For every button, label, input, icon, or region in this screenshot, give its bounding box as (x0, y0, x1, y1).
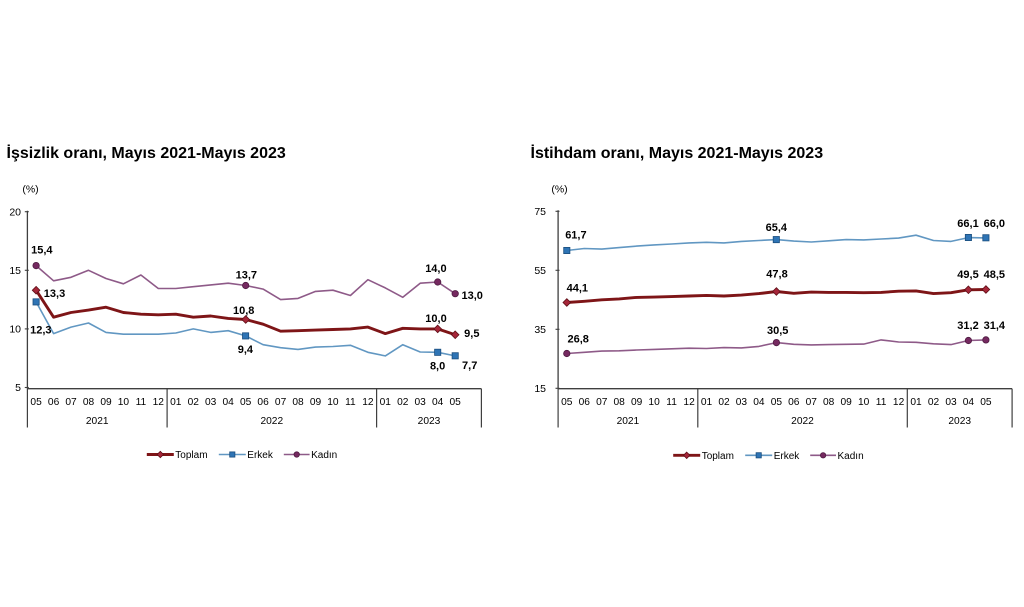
svg-text:05: 05 (450, 397, 462, 408)
svg-text:02: 02 (928, 397, 940, 408)
svg-text:10,8: 10,8 (233, 305, 254, 317)
svg-text:02: 02 (718, 397, 730, 408)
svg-text:03: 03 (205, 397, 217, 408)
svg-text:12: 12 (362, 397, 374, 408)
svg-text:Erkek: Erkek (774, 451, 801, 462)
svg-text:01: 01 (701, 397, 713, 408)
svg-text:01: 01 (910, 397, 922, 408)
svg-text:66,0: 66,0 (984, 218, 1005, 230)
svg-text:35: 35 (534, 324, 546, 336)
svg-text:12: 12 (153, 397, 165, 408)
svg-text:04: 04 (963, 397, 975, 408)
svg-text:2023: 2023 (418, 416, 441, 427)
svg-text:Erkek: Erkek (247, 450, 274, 461)
svg-text:İstihdam oranı, Mayıs 2021-May: İstihdam oranı, Mayıs 2021-Mayıs 2023 (531, 144, 824, 162)
svg-text:10: 10 (9, 324, 21, 336)
svg-text:10: 10 (327, 397, 339, 408)
svg-text:2022: 2022 (791, 416, 814, 427)
svg-text:Kadın: Kadın (838, 451, 864, 462)
svg-text:05: 05 (771, 397, 783, 408)
svg-text:11: 11 (345, 397, 356, 408)
svg-text:08: 08 (83, 397, 95, 408)
svg-text:2021: 2021 (86, 416, 109, 427)
svg-text:9,4: 9,4 (238, 344, 254, 356)
svg-text:7,7: 7,7 (462, 360, 477, 372)
svg-text:İşsizlik oranı, Mayıs 2021-May: İşsizlik oranı, Mayıs 2021-Mayıs 2023 (7, 144, 286, 162)
svg-text:31,2: 31,2 (957, 320, 978, 332)
svg-text:61,7: 61,7 (565, 230, 586, 242)
svg-text:12,3: 12,3 (30, 324, 51, 336)
svg-text:20: 20 (9, 206, 21, 218)
svg-text:07: 07 (275, 397, 287, 408)
svg-text:Toplam: Toplam (702, 451, 734, 462)
svg-text:05: 05 (30, 397, 42, 408)
svg-text:11: 11 (876, 397, 887, 408)
svg-text:(%): (%) (551, 184, 567, 196)
svg-text:01: 01 (380, 397, 392, 408)
svg-text:13,3: 13,3 (44, 288, 65, 300)
svg-text:65,4: 65,4 (766, 222, 788, 234)
svg-text:05: 05 (240, 397, 252, 408)
svg-text:03: 03 (736, 397, 748, 408)
svg-text:06: 06 (257, 397, 269, 408)
svg-text:06: 06 (579, 397, 591, 408)
svg-text:9,5: 9,5 (464, 328, 479, 340)
svg-text:02: 02 (188, 397, 200, 408)
svg-text:08: 08 (292, 397, 304, 408)
svg-text:03: 03 (415, 397, 427, 408)
svg-text:06: 06 (48, 397, 60, 408)
svg-text:03: 03 (945, 397, 957, 408)
svg-text:44,1: 44,1 (567, 282, 588, 294)
svg-text:15: 15 (534, 383, 546, 395)
svg-text:14,0: 14,0 (425, 263, 446, 275)
svg-text:31,4: 31,4 (984, 320, 1006, 332)
svg-text:06: 06 (788, 397, 800, 408)
svg-text:13,0: 13,0 (461, 290, 482, 302)
svg-text:13,7: 13,7 (236, 269, 257, 281)
svg-text:04: 04 (223, 397, 235, 408)
svg-text:2022: 2022 (260, 416, 283, 427)
svg-text:2021: 2021 (617, 416, 640, 427)
svg-text:02: 02 (397, 397, 409, 408)
svg-text:05: 05 (561, 397, 573, 408)
svg-text:12: 12 (893, 397, 905, 408)
svg-text:10: 10 (858, 397, 870, 408)
svg-text:07: 07 (596, 397, 608, 408)
svg-text:66,1: 66,1 (957, 218, 978, 230)
svg-text:04: 04 (753, 397, 765, 408)
svg-text:Kadın: Kadın (311, 450, 337, 461)
svg-text:01: 01 (170, 397, 182, 408)
svg-text:75: 75 (534, 206, 546, 218)
svg-text:10: 10 (648, 397, 660, 408)
svg-text:(%): (%) (22, 184, 38, 196)
svg-text:08: 08 (614, 397, 626, 408)
svg-text:11: 11 (136, 397, 147, 408)
svg-text:07: 07 (806, 397, 818, 408)
svg-text:48,5: 48,5 (984, 269, 1005, 281)
svg-text:08: 08 (823, 397, 835, 408)
svg-text:07: 07 (65, 397, 77, 408)
svg-text:09: 09 (841, 397, 853, 408)
svg-text:55: 55 (534, 265, 546, 277)
svg-text:26,8: 26,8 (567, 333, 588, 345)
svg-text:2023: 2023 (948, 416, 971, 427)
svg-text:5: 5 (15, 382, 21, 394)
svg-text:15,4: 15,4 (31, 244, 53, 256)
svg-text:12: 12 (683, 397, 695, 408)
svg-text:Toplam: Toplam (175, 450, 207, 461)
svg-text:04: 04 (432, 397, 444, 408)
svg-text:47,8: 47,8 (766, 268, 787, 280)
svg-text:11: 11 (666, 397, 677, 408)
svg-text:09: 09 (100, 397, 112, 408)
svg-text:05: 05 (980, 397, 992, 408)
svg-text:10,0: 10,0 (425, 313, 446, 325)
svg-text:30,5: 30,5 (767, 325, 788, 337)
svg-text:10: 10 (118, 397, 130, 408)
svg-text:49,5: 49,5 (957, 269, 978, 281)
svg-text:8,0: 8,0 (430, 361, 445, 373)
svg-text:09: 09 (310, 397, 322, 408)
svg-text:15: 15 (9, 265, 21, 277)
svg-text:09: 09 (631, 397, 643, 408)
